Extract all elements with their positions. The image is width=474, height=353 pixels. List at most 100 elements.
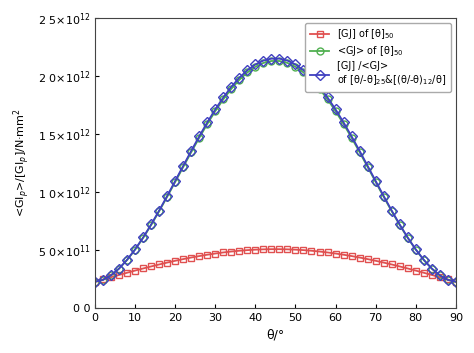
Legend: [GJ] of [θ]$_{50}$, <GJ> of [θ]$_{50}$, [GJ] /<GJ>
of [θ/-θ]$_{25}$&[(θ/-θ)$_{12: [GJ] of [θ]$_{50}$, <GJ> of [θ]$_{50}$, … <box>305 23 451 92</box>
<GJ> of [θ]$_{50}$ <box>245 70 250 74</box>
[GJ] /<GJ>
of [θ/-θ]$_{25}$&[(θ/-θ)$_{12}$/θ] <box>429 267 435 271</box>
[GJ] /<GJ>
of [θ/-θ]$_{25}$&[(θ/-θ)$_{12}$/θ] <box>245 68 250 72</box>
[GJ] /<GJ>
of [θ/-θ]$_{25}$&[(θ/-θ)$_{12}$/θ] <box>173 179 178 183</box>
[GJ] /<GJ>
of [θ/-θ]$_{25}$&[(θ/-θ)$_{12}$/θ] <box>156 208 162 213</box>
<GJ> of [θ]$_{50}$ <box>405 236 410 240</box>
[GJ] /<GJ>
of [θ/-θ]$_{25}$&[(θ/-θ)$_{12}$/θ] <box>421 258 427 262</box>
[GJ] of [θ]$_{50}$ <box>132 269 138 273</box>
<GJ> of [θ]$_{50}$ <box>276 59 282 63</box>
[GJ] /<GJ>
of [θ/-θ]$_{25}$&[(θ/-θ)$_{12}$/θ] <box>253 62 258 67</box>
[GJ] /<GJ>
of [θ/-θ]$_{25}$&[(θ/-θ)$_{12}$/θ] <box>116 267 122 271</box>
<GJ> of [θ]$_{50}$ <box>341 122 346 126</box>
[GJ] of [θ]$_{50}$ <box>228 250 234 254</box>
<GJ> of [θ]$_{50}$ <box>389 209 394 213</box>
[GJ] of [θ]$_{50}$ <box>341 253 346 257</box>
[GJ] of [θ]$_{50}$ <box>357 256 363 260</box>
<GJ> of [θ]$_{50}$ <box>445 278 451 282</box>
<GJ> of [θ]$_{50}$ <box>349 136 355 140</box>
[GJ] /<GJ>
of [θ/-θ]$_{25}$&[(θ/-θ)$_{12}$/θ] <box>92 280 98 284</box>
[GJ] /<GJ>
of [θ/-θ]$_{25}$&[(θ/-θ)$_{12}$/θ] <box>357 149 363 153</box>
[GJ] of [θ]$_{50}$ <box>124 271 130 275</box>
[GJ] /<GJ>
of [θ/-θ]$_{25}$&[(θ/-θ)$_{12}$/θ] <box>132 247 138 251</box>
X-axis label: θ/°: θ/° <box>266 329 284 342</box>
[GJ] of [θ]$_{50}$ <box>325 250 330 255</box>
[GJ] /<GJ>
of [θ/-θ]$_{25}$&[(θ/-θ)$_{12}$/θ] <box>204 120 210 125</box>
<GJ> of [θ]$_{50}$ <box>204 122 210 126</box>
<GJ> of [θ]$_{50}$ <box>132 247 138 252</box>
[GJ] /<GJ>
of [θ/-θ]$_{25}$&[(θ/-θ)$_{12}$/θ] <box>188 149 194 153</box>
[GJ] /<GJ>
of [θ/-θ]$_{25}$&[(θ/-θ)$_{12}$/θ] <box>333 107 338 112</box>
<GJ> of [θ]$_{50}$ <box>124 258 130 262</box>
<GJ> of [θ]$_{50}$ <box>453 280 459 284</box>
[GJ] of [θ]$_{50}$ <box>180 257 186 261</box>
[GJ] /<GJ>
of [θ/-θ]$_{25}$&[(θ/-θ)$_{12}$/θ] <box>381 194 386 198</box>
[GJ] of [θ]$_{50}$ <box>349 254 355 258</box>
<GJ> of [θ]$_{50}$ <box>196 136 202 140</box>
<GJ> of [θ]$_{50}$ <box>301 70 306 74</box>
<GJ> of [θ]$_{50}$ <box>237 78 242 82</box>
[GJ] /<GJ>
of [θ/-θ]$_{25}$&[(θ/-θ)$_{12}$/θ] <box>301 68 306 72</box>
<GJ> of [θ]$_{50}$ <box>220 97 226 101</box>
[GJ] /<GJ>
of [θ/-θ]$_{25}$&[(θ/-θ)$_{12}$/θ] <box>292 62 298 67</box>
[GJ] of [θ]$_{50}$ <box>261 247 266 251</box>
[GJ] /<GJ>
of [θ/-θ]$_{25}$&[(θ/-θ)$_{12}$/θ] <box>108 273 114 277</box>
[GJ] of [θ]$_{50}$ <box>317 250 322 254</box>
<GJ> of [θ]$_{50}$ <box>228 87 234 91</box>
Y-axis label: <GI$_p$>/[GI$_p$]/N·mm$^2$: <GI$_p$>/[GI$_p$]/N·mm$^2$ <box>11 109 32 217</box>
[GJ] /<GJ>
of [θ/-θ]$_{25}$&[(θ/-θ)$_{12}$/θ] <box>365 164 371 168</box>
<GJ> of [θ]$_{50}$ <box>116 267 122 271</box>
[GJ] of [θ]$_{50}$ <box>220 250 226 255</box>
[GJ] of [θ]$_{50}$ <box>212 251 218 256</box>
[GJ] /<GJ>
of [θ/-θ]$_{25}$&[(θ/-θ)$_{12}$/θ] <box>140 235 146 240</box>
[GJ] of [θ]$_{50}$ <box>100 277 106 282</box>
<GJ> of [θ]$_{50}$ <box>397 223 402 227</box>
[GJ] of [θ]$_{50}$ <box>365 257 371 261</box>
[GJ] /<GJ>
of [θ/-θ]$_{25}$&[(θ/-θ)$_{12}$/θ] <box>445 278 451 282</box>
[GJ] /<GJ>
of [θ/-θ]$_{25}$&[(θ/-θ)$_{12}$/θ] <box>261 59 266 63</box>
<GJ> of [θ]$_{50}$ <box>373 180 378 184</box>
[GJ] /<GJ>
of [θ/-θ]$_{25}$&[(θ/-θ)$_{12}$/θ] <box>317 85 322 89</box>
[GJ] of [θ]$_{50}$ <box>196 254 202 258</box>
[GJ] of [θ]$_{50}$ <box>389 262 394 267</box>
<GJ> of [θ]$_{50}$ <box>100 278 106 282</box>
<GJ> of [θ]$_{50}$ <box>325 97 330 101</box>
[GJ] of [θ]$_{50}$ <box>156 262 162 267</box>
Line: [GJ] /<GJ>
of [θ/-θ]$_{25}$&[(θ/-θ)$_{12}$/θ]: [GJ] /<GJ> of [θ/-θ]$_{25}$&[(θ/-θ)$_{12… <box>91 55 459 285</box>
[GJ] of [θ]$_{50}$ <box>284 247 290 251</box>
[GJ] /<GJ>
of [θ/-θ]$_{25}$&[(θ/-θ)$_{12}$/θ] <box>164 194 170 198</box>
[GJ] /<GJ>
of [θ/-θ]$_{25}$&[(θ/-θ)$_{12}$/θ] <box>437 273 443 277</box>
<GJ> of [θ]$_{50}$ <box>381 195 386 199</box>
[GJ] of [θ]$_{50}$ <box>204 253 210 257</box>
<GJ> of [θ]$_{50}$ <box>164 195 170 199</box>
<GJ> of [θ]$_{50}$ <box>284 61 290 65</box>
[GJ] /<GJ>
of [θ/-θ]$_{25}$&[(θ/-θ)$_{12}$/θ] <box>124 258 130 262</box>
[GJ] of [θ]$_{50}$ <box>437 275 443 279</box>
[GJ] of [θ]$_{50}$ <box>309 249 314 253</box>
<GJ> of [θ]$_{50}$ <box>413 247 419 252</box>
<GJ> of [θ]$_{50}$ <box>156 209 162 213</box>
<GJ> of [θ]$_{50}$ <box>421 258 427 262</box>
<GJ> of [θ]$_{50}$ <box>292 65 298 69</box>
[GJ] of [θ]$_{50}$ <box>429 273 435 277</box>
[GJ] of [θ]$_{50}$ <box>173 259 178 263</box>
[GJ] of [θ]$_{50}$ <box>292 247 298 252</box>
[GJ] of [θ]$_{50}$ <box>92 280 98 284</box>
[GJ] /<GJ>
of [θ/-θ]$_{25}$&[(θ/-θ)$_{12}$/θ] <box>100 278 106 282</box>
[GJ] of [θ]$_{50}$ <box>276 247 282 251</box>
[GJ] of [θ]$_{50}$ <box>116 273 122 277</box>
[GJ] of [θ]$_{50}$ <box>188 256 194 260</box>
[GJ] /<GJ>
of [θ/-θ]$_{25}$&[(θ/-θ)$_{12}$/θ] <box>453 280 459 284</box>
[GJ] of [θ]$_{50}$ <box>413 269 419 273</box>
<GJ> of [θ]$_{50}$ <box>365 165 371 169</box>
[GJ] /<GJ>
of [θ/-θ]$_{25}$&[(θ/-θ)$_{12}$/θ] <box>325 95 330 100</box>
[GJ] of [θ]$_{50}$ <box>333 251 338 256</box>
<GJ> of [θ]$_{50}$ <box>429 267 435 271</box>
[GJ] of [θ]$_{50}$ <box>245 248 250 252</box>
<GJ> of [θ]$_{50}$ <box>317 87 322 91</box>
[GJ] /<GJ>
of [θ/-θ]$_{25}$&[(θ/-θ)$_{12}$/θ] <box>389 208 394 213</box>
<GJ> of [θ]$_{50}$ <box>437 273 443 277</box>
[GJ] /<GJ>
of [θ/-θ]$_{25}$&[(θ/-θ)$_{12}$/θ] <box>405 235 410 240</box>
[GJ] /<GJ>
of [θ/-θ]$_{25}$&[(θ/-θ)$_{12}$/θ] <box>148 222 154 227</box>
<GJ> of [θ]$_{50}$ <box>309 78 314 82</box>
<GJ> of [θ]$_{50}$ <box>140 236 146 240</box>
